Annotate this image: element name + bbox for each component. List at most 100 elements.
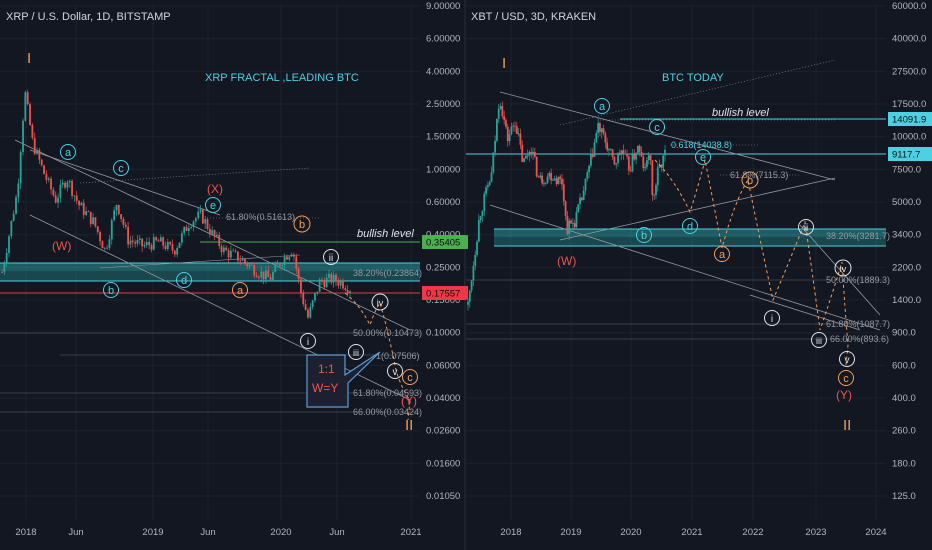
l-candle-body (148, 241, 151, 246)
r-x-tick: 2023 (805, 527, 826, 538)
r-candle-body (528, 151, 531, 156)
l-candle-body (295, 256, 298, 269)
r-candle-body (564, 201, 567, 217)
right-time-axis: 2018 2019 2020 2021 2022 2023 2024 (500, 527, 886, 538)
l-candle-body (85, 211, 87, 215)
left-fib-382-label: 38.20%(0.23864) (353, 268, 422, 278)
r-y-tick: 60000.0 (892, 1, 926, 12)
left-wave-d: d (181, 275, 187, 287)
l-candle-body (33, 137, 36, 154)
r-candle-body (606, 142, 609, 150)
l-price-badge: 0.17557 (426, 289, 460, 300)
left-wave-Y: (Y) (401, 394, 417, 408)
right-wave-b-circle (636, 227, 652, 243)
right-fib-50-label: 50.00%(1889.3) (826, 275, 890, 285)
l-candle-body (22, 120, 24, 153)
l-candle-body (87, 211, 90, 212)
l-y-tick: 0.25000 (426, 262, 460, 273)
right-trend-upper (499, 91, 836, 181)
l-candle-body (178, 242, 181, 248)
l-candle-body (29, 104, 31, 125)
r-candle-body (658, 165, 661, 168)
l-x-tick: Jun (68, 527, 83, 538)
right-grid (466, 5, 886, 520)
right-trend-drop (799, 224, 881, 316)
l-candle-body (265, 270, 267, 280)
r-x-tick: 2021 (681, 527, 702, 538)
l-candle-body (337, 281, 340, 286)
right-wave-b-orange: b (747, 175, 753, 187)
l-candle-body (267, 270, 270, 278)
l-candle-body (15, 197, 17, 214)
l-y-tick: 1.50000 (426, 132, 460, 143)
left-trend-b-e (79, 167, 311, 184)
r-candle-body (514, 125, 516, 127)
l-candle-body (232, 250, 235, 252)
l-y-tick: 0.15000 (426, 295, 460, 306)
left-wave-c-orange-circle (402, 369, 418, 385)
r-candle-body (580, 197, 583, 201)
l-candle-body (78, 200, 80, 206)
r-candle-body (476, 241, 478, 255)
l-candle-body (131, 240, 134, 243)
left-trend-lower (29, 214, 411, 401)
l-candle-body (286, 256, 288, 260)
l-candle-body (64, 182, 66, 188)
l-candle-body (150, 245, 153, 250)
r-candle-body (539, 175, 542, 178)
callout-line-2: W=Y (312, 381, 338, 395)
l-candle-body (204, 219, 207, 224)
r-candle-body (582, 190, 585, 201)
r-candle-body (617, 152, 619, 164)
l-candle-body (134, 242, 137, 244)
r-candle-body (543, 183, 545, 185)
l-candle-body (17, 183, 20, 198)
r-candle-body (573, 223, 576, 228)
l-candle-body (314, 292, 316, 301)
right-trend-channel-top (559, 59, 836, 126)
r-candle-body (474, 254, 477, 266)
l-candle-body (318, 279, 321, 292)
r-candle-body (552, 179, 554, 181)
r-candle-body (494, 140, 497, 153)
r-candle-body (472, 265, 475, 281)
right-wave-a-orange: a (719, 249, 726, 261)
r-candle-body (644, 167, 647, 169)
right-price-axis: 60000.0 40000.0 27500.0 17500.0 10000.0 7500.… (888, 1, 932, 502)
r-candle-body (579, 197, 581, 205)
l-candle-body (50, 178, 52, 190)
right-banner: BTC TODAY (662, 72, 724, 84)
l-candle-body (241, 258, 244, 261)
right-wave-Y: (Y) (836, 388, 852, 402)
right-candles (467, 101, 666, 311)
right-wave-W: (W) (557, 254, 576, 268)
r-candle-body (593, 142, 596, 157)
l-candle-body (251, 264, 253, 266)
l-candle-body (94, 217, 97, 227)
r-candle-body (533, 151, 536, 157)
l-candle-body (61, 182, 64, 185)
l-candle-body (316, 291, 319, 293)
right-fib-382-label: 38.20%(3281.7) (826, 231, 890, 241)
right-wave-e: e (700, 152, 706, 164)
right-projection-path (654, 159, 849, 366)
left-resistance-zone-top (0, 263, 420, 271)
l-candle-body (218, 234, 221, 246)
right-resistance-zone-bottom (494, 237, 886, 246)
left-callout: 1:1 W=Y (306, 351, 381, 408)
r-candle-body (627, 156, 630, 171)
r-y-tick: 260.0 (892, 426, 916, 437)
left-wave-b: b (108, 285, 114, 297)
r-candle-body (496, 118, 498, 141)
r-candle-body (468, 290, 471, 302)
l-candle-body (194, 218, 197, 222)
l-candle-body (269, 277, 272, 280)
r-candle-body (642, 156, 645, 169)
l-candle-body (110, 219, 113, 240)
r-candle-body (553, 178, 556, 180)
l-candle-body (190, 227, 193, 228)
r-candle-body (485, 187, 487, 194)
l-candle-body (106, 247, 109, 249)
l-candle-body (332, 274, 335, 283)
l-candle-body (162, 237, 165, 246)
